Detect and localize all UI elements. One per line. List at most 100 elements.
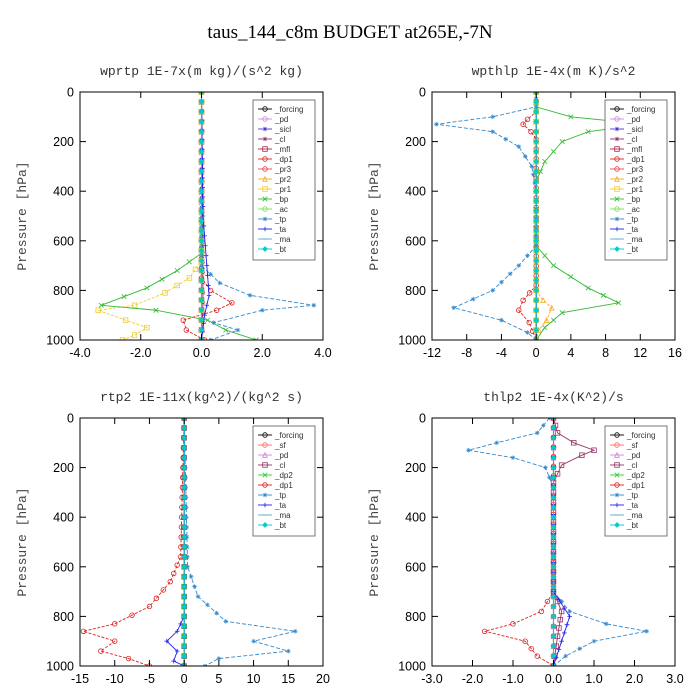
data-point	[516, 144, 522, 149]
data-point	[204, 263, 210, 268]
data-point	[434, 121, 439, 127]
legend-label: _sicl	[626, 125, 643, 134]
x-tick-label: 5	[215, 672, 222, 686]
data-point	[198, 198, 205, 204]
series-line-pr1	[98, 92, 202, 340]
data-point	[174, 562, 180, 568]
data-point	[525, 330, 530, 335]
legend-marker	[614, 106, 620, 112]
y-tick-label: 0	[67, 86, 74, 100]
data-point	[533, 237, 540, 244]
legend-label: _ma	[274, 511, 291, 520]
data-point	[577, 646, 583, 651]
legend-marker	[262, 216, 268, 222]
data-point	[181, 613, 188, 620]
data-point	[216, 656, 222, 661]
x-tick-label: 2.0	[626, 672, 643, 686]
data-point	[198, 168, 205, 175]
legend-label: _forcing	[626, 431, 655, 440]
legend-marker	[614, 136, 620, 142]
data-point	[550, 425, 557, 431]
data-point	[198, 297, 205, 304]
legend-label: _ta	[274, 225, 287, 234]
data-point	[644, 628, 649, 634]
x-tick-label: -4	[496, 346, 507, 360]
data-point	[490, 114, 496, 120]
data-point	[181, 603, 188, 610]
data-point	[186, 275, 193, 281]
y-tick-label: 0	[419, 86, 426, 100]
data-point	[204, 317, 211, 323]
legend-label: _bt	[274, 521, 287, 530]
data-point	[217, 280, 223, 286]
legend-box	[252, 425, 316, 537]
data-point	[533, 247, 540, 254]
data-point	[533, 128, 540, 135]
data-point	[181, 563, 188, 570]
legend-marker	[262, 492, 268, 498]
legend-label: _pr2	[626, 175, 644, 184]
data-point	[558, 608, 565, 615]
data-point	[528, 128, 534, 135]
legend-label: _pr2	[274, 175, 292, 184]
x-tick-label: 15	[281, 672, 295, 686]
data-point	[520, 121, 526, 127]
data-point	[311, 302, 317, 308]
data-point	[533, 317, 540, 324]
data-point	[198, 218, 205, 224]
series-line-dp1	[81, 418, 185, 666]
series-line-tp	[436, 92, 537, 340]
data-point	[181, 643, 188, 650]
series-line-dp1	[182, 92, 233, 340]
x-tick-label: 20	[316, 672, 330, 686]
data-point	[466, 447, 471, 453]
data-point	[541, 423, 546, 428]
data-point	[203, 253, 209, 258]
data-point	[524, 116, 531, 122]
data-point	[550, 474, 557, 481]
legend-marker	[262, 502, 268, 508]
legend-label: _dp1	[274, 481, 293, 490]
y-tick-label: 600	[405, 560, 426, 574]
data-point	[200, 175, 205, 181]
data-point	[533, 307, 540, 314]
series-line-dp1	[518, 92, 537, 340]
x-tick-label: -5	[144, 672, 155, 686]
legend-marker	[614, 146, 620, 152]
x-tick-label: 2.0	[254, 346, 271, 360]
data-point	[616, 300, 622, 306]
data-point	[533, 297, 540, 304]
data-point	[533, 208, 540, 214]
data-point	[528, 645, 534, 652]
y-tick-label: 400	[53, 185, 74, 199]
legend-marker	[262, 186, 268, 192]
data-point	[550, 464, 557, 471]
panel-title: wpthlp 1E-4x(m K)/s^2	[472, 64, 636, 79]
y-tick-label: 600	[405, 234, 426, 248]
y-tick-label: 400	[53, 511, 74, 525]
data-point	[214, 610, 219, 616]
data-point	[490, 288, 496, 293]
data-point	[198, 228, 205, 234]
data-point	[198, 178, 205, 185]
data-point	[494, 440, 500, 446]
data-point	[550, 534, 557, 540]
data-point	[98, 648, 104, 654]
data-point	[533, 168, 540, 175]
legend-marker	[262, 136, 268, 142]
data-point	[470, 296, 476, 302]
data-point	[520, 297, 526, 304]
legend-label: _ma	[274, 235, 291, 244]
legend: _forcing_pd_sicl_cl_mfl_dp1_pr3_pr2_pr1_…	[604, 99, 668, 261]
legend-marker	[262, 482, 268, 488]
data-point	[550, 494, 557, 501]
data-point	[201, 223, 207, 229]
legend-label: _pd	[274, 451, 288, 460]
data-point	[550, 544, 557, 550]
data-point	[550, 317, 557, 323]
data-point	[160, 587, 167, 593]
data-point	[181, 524, 188, 530]
series-group	[95, 92, 317, 340]
y-axis-label: Pressure [hPa]	[15, 161, 30, 270]
data-point	[121, 294, 127, 300]
